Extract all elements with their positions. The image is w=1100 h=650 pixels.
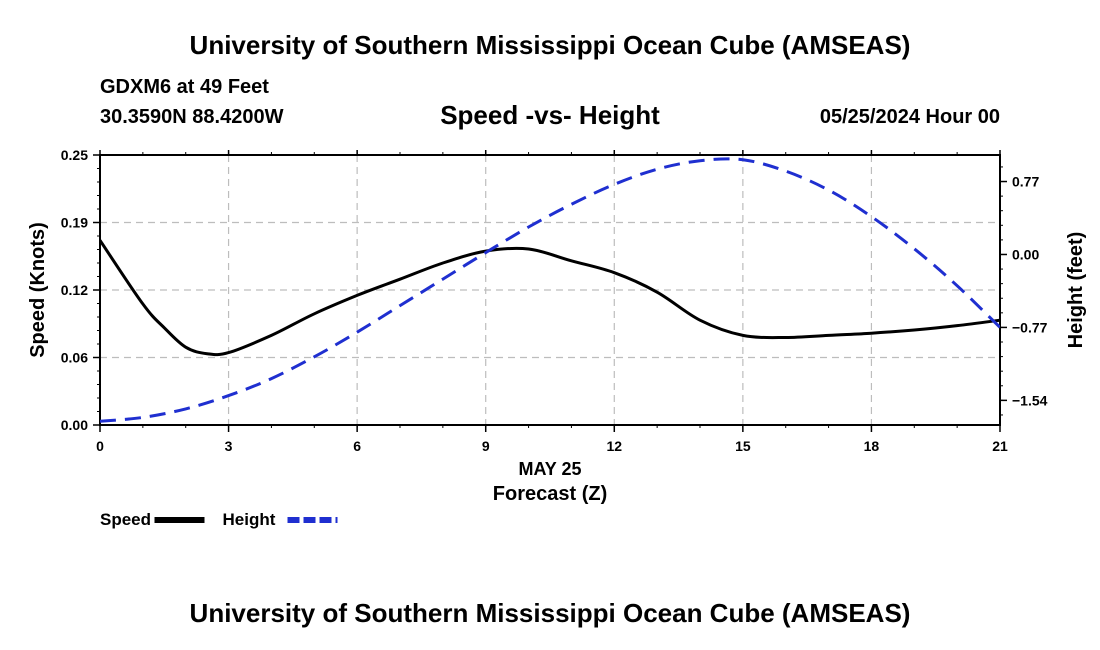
series-height-line [100, 157, 1000, 423]
x-tick-label: 18 [864, 438, 880, 454]
footer-title: University of Southern Mississippi Ocean… [189, 598, 911, 628]
x-tick-label: 12 [606, 438, 622, 454]
series-speed-line [100, 239, 1000, 357]
x-tick-label: 3 [225, 438, 233, 454]
x-date-label: MAY 25 [518, 459, 581, 479]
x-tick-label: 6 [353, 438, 361, 454]
y-left-tick-label: 0.12 [61, 282, 88, 298]
x-axis-title: Forecast (Z) [493, 483, 607, 505]
y-left-tick-label: 0.06 [61, 350, 88, 366]
station-coordinates: 30.3590N 88.4200W [100, 106, 284, 128]
legend-label-speed: Speed [100, 510, 151, 529]
y-right-axis-title: Height (feet) [1065, 232, 1087, 349]
station-label: GDXM6 at 49 Feet [100, 76, 269, 98]
axis-labels: 0 3 6 9 12 15 18 21 0.00 0.06 0.12 0.19 0.25 0.77 0.00… [27, 147, 1087, 505]
x-tick-label: 15 [735, 438, 751, 454]
y-right-tick-label: −1.54 [1012, 392, 1048, 408]
chart-subtitle: Speed -vs- Height [440, 100, 660, 130]
x-tick-label: 9 [482, 438, 490, 454]
y-left-tick-label: 0.00 [61, 417, 88, 433]
legend-label-height: Height [223, 510, 276, 529]
y-right-tick-label: 0.77 [1012, 174, 1039, 190]
axis-ticks [93, 150, 1007, 432]
chart-legend: Speed Height [100, 510, 338, 529]
y-right-tick-label: −0.77 [1012, 319, 1048, 335]
y-left-axis-title: Speed (Knots) [27, 222, 49, 358]
grid-lines [100, 155, 1000, 425]
x-tick-label: 21 [992, 438, 1008, 454]
chart-title: University of Southern Mississippi Ocean… [189, 30, 911, 60]
y-right-tick-label: 0.00 [1012, 246, 1039, 262]
series-lines [100, 157, 1000, 423]
forecast-datetime: 05/25/2024 Hour 00 [819, 106, 1000, 128]
y-left-tick-label: 0.25 [61, 147, 88, 163]
y-left-tick-label: 0.19 [61, 215, 88, 231]
x-tick-label: 0 [96, 438, 104, 454]
